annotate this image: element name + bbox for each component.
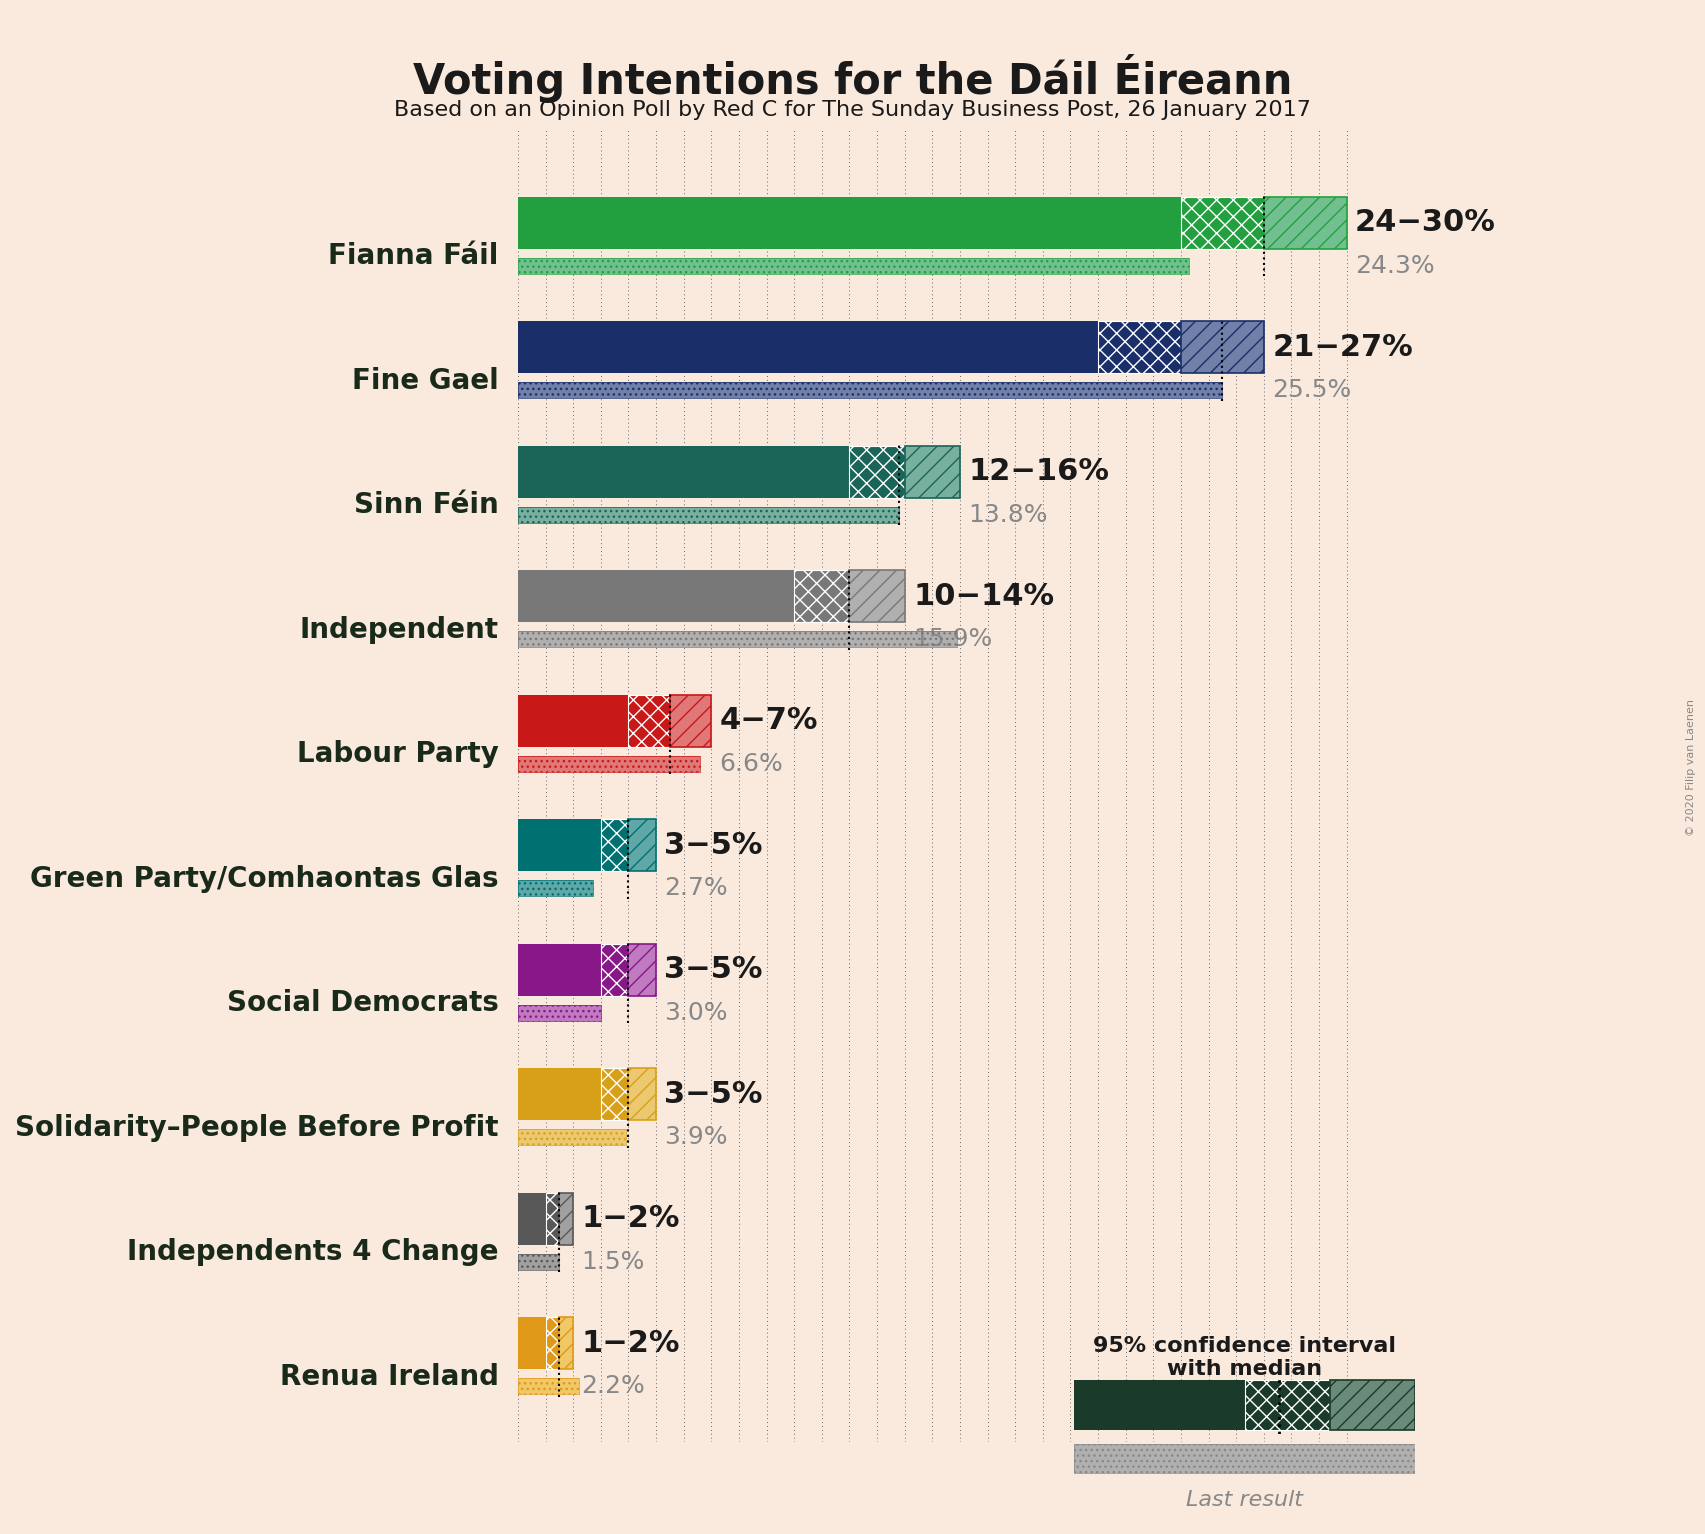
Bar xyxy=(518,1005,600,1020)
Text: 12−16%: 12−16% xyxy=(968,457,1110,486)
Text: Last result: Last result xyxy=(1187,1490,1303,1511)
Bar xyxy=(518,819,600,871)
Bar xyxy=(600,1068,629,1120)
Bar xyxy=(518,1253,559,1270)
Bar xyxy=(518,196,1182,249)
Bar xyxy=(629,1068,656,1120)
Bar xyxy=(518,630,957,647)
Bar xyxy=(559,1318,573,1370)
Text: 1−2%: 1−2% xyxy=(581,1328,680,1358)
Text: 1−2%: 1−2% xyxy=(581,1204,680,1233)
Bar xyxy=(546,1192,559,1246)
Bar xyxy=(518,258,1190,275)
Text: 3.9%: 3.9% xyxy=(665,1126,728,1149)
Text: 4−7%: 4−7% xyxy=(720,706,818,735)
Text: 3.0%: 3.0% xyxy=(665,1000,728,1025)
Bar xyxy=(1263,196,1347,249)
Bar xyxy=(629,819,656,871)
Text: 2.2%: 2.2% xyxy=(581,1374,644,1399)
Text: 1.5%: 1.5% xyxy=(581,1250,644,1273)
Text: 95% confidence interval
with median: 95% confidence interval with median xyxy=(1093,1336,1396,1379)
Bar xyxy=(518,1378,578,1394)
Bar xyxy=(518,1129,626,1146)
Bar xyxy=(849,446,905,499)
Bar xyxy=(518,1129,626,1146)
Bar xyxy=(629,695,670,747)
Text: 24.3%: 24.3% xyxy=(1355,253,1434,278)
Bar xyxy=(559,1192,573,1246)
Text: Voting Intentions for the Dáil Éireann: Voting Intentions for the Dáil Éireann xyxy=(413,54,1292,103)
Bar xyxy=(518,382,1222,399)
Bar xyxy=(518,881,593,896)
Bar xyxy=(518,1318,546,1370)
Bar xyxy=(518,1192,546,1246)
Text: Based on an Opinion Poll by Red C for The Sunday Business Post, 26 January 2017: Based on an Opinion Poll by Red C for Th… xyxy=(394,100,1311,120)
Bar xyxy=(1074,1381,1245,1430)
Bar xyxy=(518,446,849,499)
Bar xyxy=(518,258,1190,275)
Bar xyxy=(518,695,629,747)
Bar xyxy=(518,506,899,523)
Bar xyxy=(518,321,1098,373)
Bar xyxy=(518,506,899,523)
Text: 6.6%: 6.6% xyxy=(720,752,783,776)
Bar xyxy=(1074,1445,1415,1473)
Text: 25.5%: 25.5% xyxy=(1272,379,1352,402)
Bar xyxy=(629,943,656,996)
Bar xyxy=(546,1318,559,1370)
Bar xyxy=(1074,1445,1415,1473)
Bar xyxy=(518,382,1222,399)
Text: 3−5%: 3−5% xyxy=(665,1080,762,1109)
Bar xyxy=(518,1378,578,1394)
Bar xyxy=(518,756,701,772)
Text: © 2020 Filip van Laenen: © 2020 Filip van Laenen xyxy=(1686,698,1696,836)
Bar xyxy=(518,630,957,647)
Text: 15.9%: 15.9% xyxy=(912,627,992,652)
Bar xyxy=(1098,321,1182,373)
Bar xyxy=(1182,321,1263,373)
Text: 2.7%: 2.7% xyxy=(665,876,728,900)
Bar xyxy=(518,881,593,896)
Bar xyxy=(518,1005,600,1020)
Text: 3−5%: 3−5% xyxy=(665,831,762,861)
Text: 3−5%: 3−5% xyxy=(665,956,762,985)
Bar xyxy=(518,756,701,772)
Bar xyxy=(670,695,711,747)
Text: 10−14%: 10−14% xyxy=(912,581,1054,611)
Bar xyxy=(518,1068,600,1120)
Bar xyxy=(600,943,629,996)
Bar xyxy=(518,1253,559,1270)
Bar xyxy=(905,446,960,499)
Text: 13.8%: 13.8% xyxy=(968,503,1049,526)
Bar xyxy=(849,571,905,623)
Bar xyxy=(795,571,849,623)
Bar xyxy=(1245,1381,1330,1430)
Bar xyxy=(1330,1381,1415,1430)
Bar xyxy=(518,571,795,623)
Bar xyxy=(518,943,600,996)
Text: 21−27%: 21−27% xyxy=(1272,333,1413,362)
Text: 24−30%: 24−30% xyxy=(1355,209,1495,238)
Bar xyxy=(1182,196,1263,249)
Bar xyxy=(600,819,629,871)
